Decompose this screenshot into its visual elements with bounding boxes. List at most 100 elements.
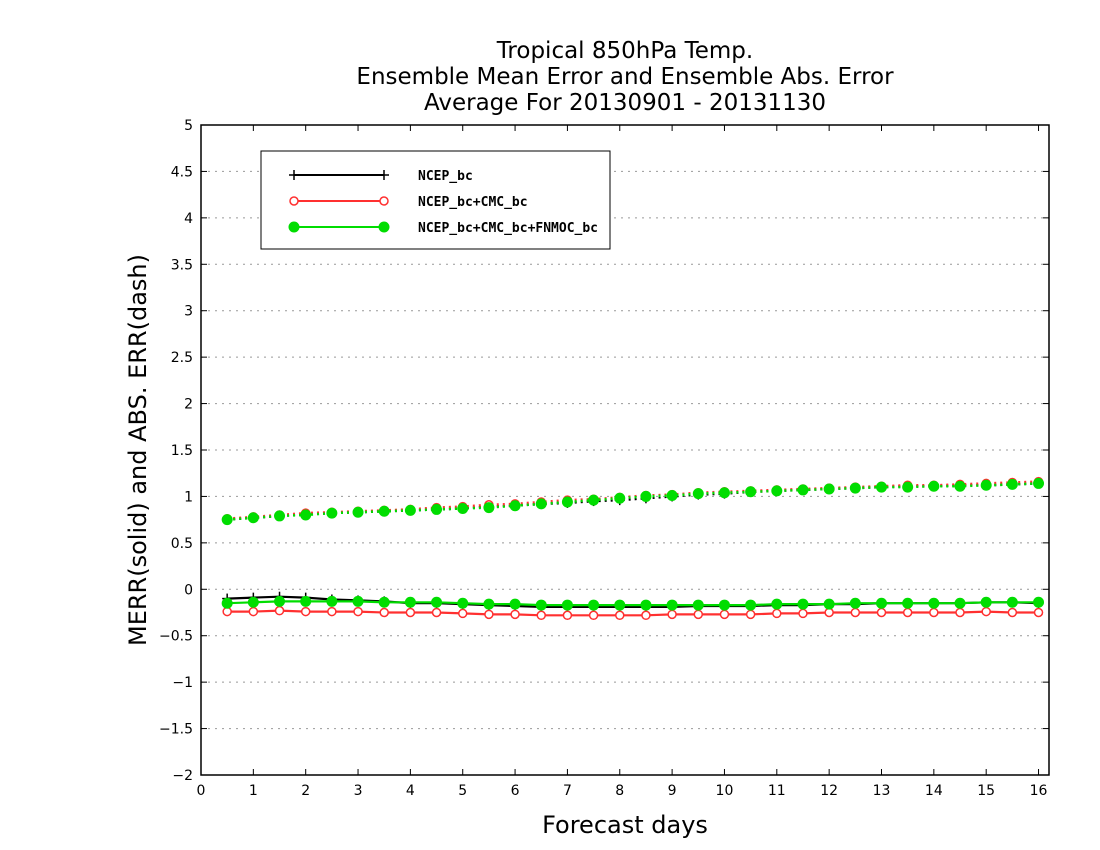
merr-point <box>615 610 625 621</box>
merr-point <box>981 606 991 617</box>
merr-point <box>353 606 363 617</box>
merr-point <box>509 598 521 610</box>
merr-point <box>980 596 992 608</box>
legend-label: NCEP_bc <box>418 169 473 184</box>
abs-err-point <box>300 509 312 521</box>
x-tick-label: 7 <box>563 783 572 799</box>
y-tick-label: 4 <box>184 211 193 227</box>
legend-label: NCEP_bc+CMC_bc+FNMOC_bc <box>418 221 598 236</box>
abs-err-point <box>614 492 626 504</box>
legend-entry: NCEP_bc <box>289 169 473 184</box>
merr-point <box>798 608 808 619</box>
y-tick-label: 1 <box>184 489 193 505</box>
merr-point <box>771 598 783 610</box>
merr-point <box>823 598 835 610</box>
merr-point <box>929 607 939 618</box>
x-tick-label: 15 <box>977 783 995 799</box>
abs-err-point <box>483 502 495 514</box>
title-line-2: Ensemble Mean Error and Ensemble Abs. Er… <box>356 64 894 90</box>
merr-point <box>876 607 887 618</box>
abs-err-line <box>227 482 1039 521</box>
merr-point <box>954 597 966 609</box>
plot-series <box>221 476 1045 621</box>
merr-point <box>1007 607 1018 618</box>
merr-point <box>797 598 809 610</box>
merr-line <box>227 600 1039 607</box>
x-tick-label: 8 <box>615 783 624 799</box>
merr-point <box>849 597 861 609</box>
merr-point <box>875 597 887 609</box>
abs-err-point <box>431 503 443 515</box>
merr-point <box>221 597 233 609</box>
merr-point <box>274 595 286 607</box>
merr-point <box>274 605 285 616</box>
abs-err-point <box>404 504 416 516</box>
x-tick-label: 11 <box>768 783 786 799</box>
merr-point <box>300 595 312 607</box>
y-tick-label: 3 <box>184 304 193 320</box>
legend: NCEP_bc NCEP_bc+CMC_bc NCEP_bc+CMC_bc+FNMO… <box>260 150 611 250</box>
legend-entry: NCEP_bc+CMC_bc <box>289 195 528 210</box>
chart-title: Tropical 850hPa Temp. Ensemble Mean Erro… <box>356 38 894 116</box>
merr-point <box>928 597 940 609</box>
merr-point <box>510 609 520 620</box>
y-tick-label: −0.5 <box>159 629 193 645</box>
x-tick-label: 12 <box>820 783 838 799</box>
y-tick-label: 2 <box>184 397 193 413</box>
abs-err-point <box>771 485 783 497</box>
x-tick-label: 6 <box>511 783 520 799</box>
merr-point <box>562 610 573 621</box>
abs-err-point <box>666 490 678 501</box>
series-NCEP_bc+CMC_bc+FNMOC_bc <box>221 477 1045 611</box>
abs-err-point <box>745 486 757 498</box>
abs-err-point <box>640 490 652 502</box>
abs-err-point <box>326 507 338 519</box>
merr-point <box>378 596 390 608</box>
abs-err-point <box>849 482 861 494</box>
abs-err-point <box>457 503 469 514</box>
legend-marker <box>378 221 390 233</box>
merr-point <box>483 598 495 610</box>
x-tick-label: 0 <box>197 783 206 799</box>
x-tick-label: 10 <box>716 783 734 799</box>
merr-point <box>772 608 782 619</box>
abs-err-point <box>561 496 573 508</box>
merr-point <box>1033 607 1044 618</box>
abs-err-point <box>823 483 835 495</box>
abs-err-point <box>980 479 992 491</box>
legend-marker <box>289 196 299 206</box>
merr-point <box>588 610 599 621</box>
y-tick-label: −1.5 <box>159 722 193 738</box>
x-tick-label: 13 <box>873 783 891 799</box>
x-tick-label: 14 <box>925 783 943 799</box>
merr-point <box>222 606 232 617</box>
legend-marker <box>379 170 389 180</box>
merr-point <box>327 606 337 617</box>
merr-point <box>352 595 364 607</box>
merr-point <box>667 609 677 620</box>
x-tick-label: 16 <box>1030 783 1048 799</box>
merr-point <box>902 607 913 618</box>
abs-err-point <box>352 506 364 518</box>
merr-point <box>300 606 311 617</box>
legend-marker <box>289 170 299 180</box>
merr-point <box>718 599 730 611</box>
merr-point <box>536 610 546 621</box>
merr-point <box>248 606 259 617</box>
series-NCEP_bc+CMC_bc <box>222 476 1044 621</box>
legend-marker <box>288 221 300 233</box>
merr-point <box>614 599 626 611</box>
y-tick-label: −1 <box>172 675 193 691</box>
legend-label: NCEP_bc+CMC_bc <box>418 195 528 210</box>
merr-point <box>247 596 259 608</box>
merr-point <box>457 597 469 609</box>
y-tick-label: 3.5 <box>171 257 193 273</box>
y-axis-ticks: 5 4.5 4 3.5 3 2.5 2 1.5 1 0.5 0 −0.5 −1 −1.5 −2 <box>159 118 1049 784</box>
title-line-1: Tropical 850hPa Temp. <box>496 38 753 64</box>
merr-point <box>902 597 914 609</box>
title-line-3: Average For 20130901 - 20131130 <box>424 90 826 116</box>
abs-err-point <box>247 512 259 524</box>
merr-point <box>824 607 834 618</box>
merr-point <box>404 596 416 608</box>
